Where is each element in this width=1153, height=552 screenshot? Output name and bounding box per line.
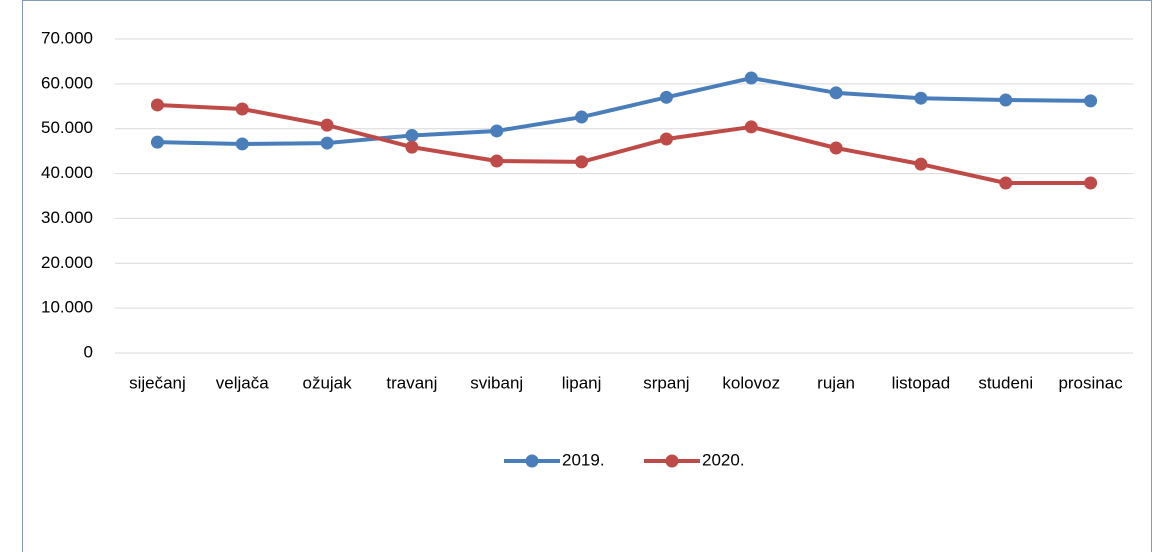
series-line <box>157 76 1091 146</box>
data-point <box>659 90 673 104</box>
data-point <box>829 86 843 100</box>
x-tick-label: travanj <box>386 373 437 392</box>
data-point <box>405 140 419 154</box>
y-tick-label: 60.000 <box>41 73 93 92</box>
data-point <box>405 128 419 142</box>
x-tick-label: listopad <box>892 373 951 392</box>
x-tick-label: studeni <box>978 373 1033 392</box>
x-tick-label: rujan <box>817 373 855 392</box>
x-tick-label: srpanj <box>643 373 689 392</box>
y-tick-label: 30.000 <box>41 208 93 227</box>
x-tick-label: siječanj <box>129 373 186 392</box>
data-point <box>235 137 249 151</box>
data-point <box>575 110 589 124</box>
x-tick-label: svibanj <box>470 373 523 392</box>
y-tick-label: 40.000 <box>41 163 93 182</box>
x-tick-label: ožujak <box>303 373 353 392</box>
data-point <box>914 91 928 105</box>
y-tick-label: 50.000 <box>41 118 93 137</box>
legend-marker <box>525 454 539 468</box>
data-point <box>490 124 504 138</box>
chart-border <box>22 0 1152 552</box>
x-tick-label: lipanj <box>562 373 602 392</box>
y-tick-label: 70.000 <box>41 28 93 47</box>
x-tick-label: veljača <box>216 373 269 392</box>
legend-marker <box>665 454 679 468</box>
data-point <box>999 176 1013 190</box>
x-tick-label: kolovoz <box>722 373 780 392</box>
legend-label: 2019. <box>562 450 605 469</box>
data-point <box>1084 94 1098 108</box>
y-tick-label: 10.000 <box>41 298 93 317</box>
x-tick-label: prosinac <box>1058 373 1123 392</box>
data-point <box>744 71 758 85</box>
data-point <box>659 132 673 146</box>
data-point <box>320 118 334 132</box>
y-tick-label: 20.000 <box>41 253 93 272</box>
data-point <box>150 135 164 149</box>
legend-label: 2020. <box>702 450 745 469</box>
data-point <box>999 93 1013 107</box>
data-point <box>744 120 758 134</box>
data-point <box>490 154 504 168</box>
series-line <box>157 102 1091 185</box>
data-point <box>235 102 249 116</box>
data-point <box>575 155 589 169</box>
data-point <box>1084 176 1098 190</box>
data-point <box>829 141 843 155</box>
data-point <box>914 157 928 171</box>
data-point <box>320 136 334 150</box>
y-tick-label: 0 <box>84 342 93 361</box>
data-point <box>150 98 164 112</box>
